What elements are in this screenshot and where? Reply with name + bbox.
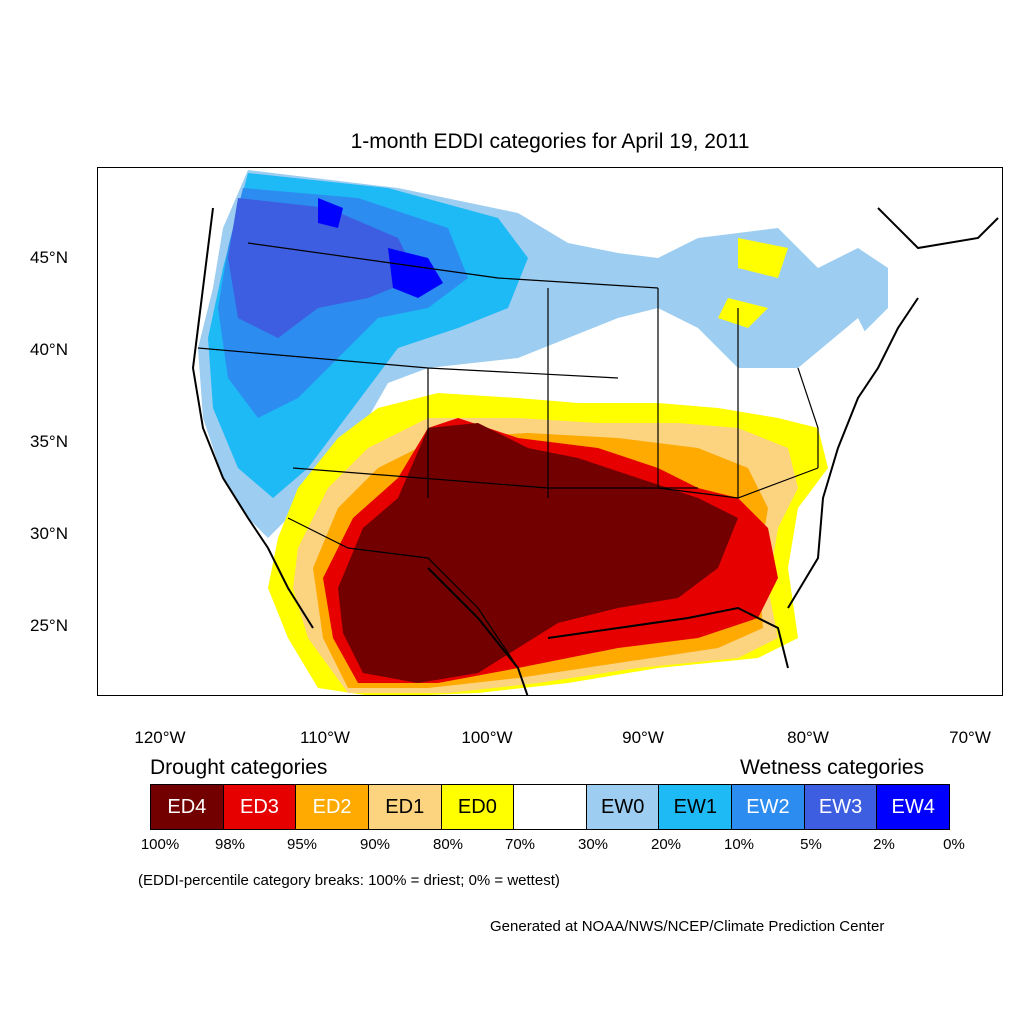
legend-ew0-label: EW0 bbox=[600, 795, 645, 818]
lon-label-70w: 70°W bbox=[949, 728, 991, 747]
break-label: 90% bbox=[359, 836, 391, 853]
legend-ed1-label: ED1 bbox=[385, 795, 425, 818]
credit-line: Generated at NOAA/NWS/NCEP/Climate Predi… bbox=[490, 918, 885, 935]
legend-neutral bbox=[514, 785, 587, 829]
legend-ed0: ED0 bbox=[441, 785, 515, 829]
legend-ew3-label: EW3 bbox=[818, 795, 863, 818]
legend-ed3-label: ED3 bbox=[240, 795, 279, 818]
wet-region-ew3 bbox=[228, 198, 418, 338]
map-title: 1-month EDDI categories for April 19, 20… bbox=[350, 130, 750, 153]
break-label: 5% bbox=[800, 836, 822, 853]
legend-ed4-label: ED4 bbox=[167, 795, 207, 818]
legend-ed4: ED4 bbox=[151, 785, 224, 829]
legend-ed2-label: ED2 bbox=[312, 795, 352, 818]
legend-ew2: EW2 bbox=[732, 785, 805, 829]
lat-label-45: 45°N bbox=[30, 248, 68, 267]
lat-label-40: 40°N bbox=[30, 340, 68, 359]
legend-ew4: EW4 bbox=[877, 785, 950, 829]
lat-label-30: 30°N bbox=[30, 524, 68, 543]
break-label: 10% bbox=[723, 836, 755, 853]
legend-ew1: EW1 bbox=[659, 785, 733, 829]
coastline bbox=[191, 207, 999, 695]
break-label: 98% bbox=[214, 836, 246, 853]
eddi-map bbox=[191, 170, 999, 695]
lon-label-80w: 80°W bbox=[787, 728, 829, 747]
lon-label-100w: 100°W bbox=[461, 728, 513, 747]
break-label: 20% bbox=[650, 836, 682, 853]
lon-label-120w: 120°W bbox=[134, 728, 186, 747]
wetness-heading: Wetness categories bbox=[740, 756, 925, 779]
break-label: 95% bbox=[286, 836, 318, 853]
lat-label-35: 35°N bbox=[30, 432, 68, 451]
legend-ed0-label: ED0 bbox=[457, 795, 497, 818]
break-label: 100% bbox=[140, 836, 180, 853]
break-label: 30% bbox=[577, 836, 609, 853]
legend-ed3: ED3 bbox=[223, 785, 297, 829]
legend-ew0: EW0 bbox=[586, 785, 660, 829]
lon-label-90w: 90°W bbox=[622, 728, 664, 747]
break-label: 0% bbox=[943, 836, 965, 853]
neutral-region bbox=[428, 308, 878, 418]
lat-label-25: 25°N bbox=[30, 616, 68, 635]
legend-ew2-label: EW2 bbox=[746, 795, 790, 818]
legend-ed2: ED2 bbox=[296, 785, 369, 829]
lon-label-110w: 110°W bbox=[300, 728, 350, 747]
legend-bar: ED4 ED3 ED2 ED1 ED0 EW0 EW1 EW2 EW3 EW4 bbox=[150, 784, 950, 830]
boundary-lines bbox=[197, 242, 819, 669]
legend-ew4-label: EW4 bbox=[891, 795, 935, 818]
map-panel bbox=[97, 167, 1003, 696]
legend-ew3: EW3 bbox=[804, 785, 878, 829]
legend-ed1: ED1 bbox=[368, 785, 442, 829]
legend-ew1-label: EW1 bbox=[673, 795, 717, 818]
drought-heading: Drought categories bbox=[150, 756, 328, 779]
legend-note: (EDDI-percentile category breaks: 100% =… bbox=[138, 872, 560, 889]
break-label: 2% bbox=[873, 836, 895, 853]
break-label: 80% bbox=[432, 836, 464, 853]
break-label: 70% bbox=[504, 836, 536, 853]
